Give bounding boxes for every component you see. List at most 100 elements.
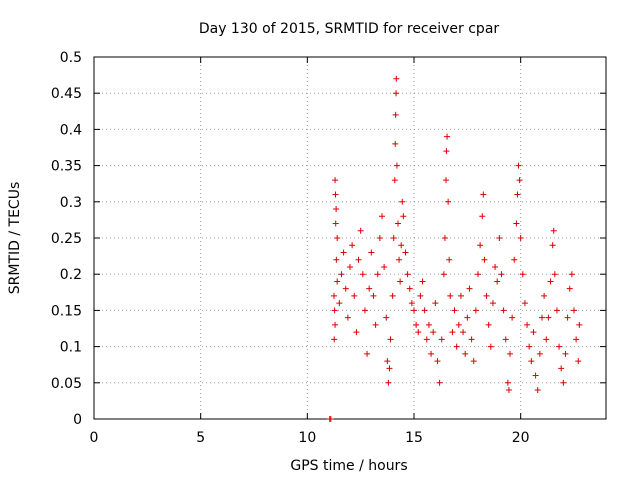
data-point	[359, 271, 366, 278]
data-point	[514, 191, 521, 198]
data-point	[393, 75, 400, 82]
data-point	[379, 213, 385, 220]
data-point	[492, 263, 499, 270]
data-point	[553, 307, 560, 314]
y-tick-label: 0.45	[51, 86, 82, 102]
data-point	[398, 242, 405, 249]
data-point	[423, 336, 430, 343]
data-point	[334, 235, 341, 241]
data-point	[390, 235, 397, 241]
data-point	[568, 271, 575, 278]
data-point	[443, 148, 450, 155]
data-point	[489, 300, 496, 307]
data-point	[468, 336, 475, 343]
data-point	[438, 336, 445, 343]
data-point	[386, 365, 393, 372]
data-point	[562, 350, 569, 357]
data-point	[393, 162, 400, 169]
data-point	[498, 271, 505, 278]
data-point	[513, 220, 520, 227]
data-point	[560, 379, 567, 386]
axis-ticks	[93, 56, 606, 420]
data-point	[477, 242, 484, 249]
data-point	[534, 387, 541, 394]
data-point	[392, 140, 399, 147]
data-point	[411, 307, 417, 314]
data-point	[566, 285, 573, 292]
data-point	[395, 220, 401, 227]
data-point	[443, 177, 449, 184]
data-point	[475, 271, 481, 278]
data-point	[500, 307, 507, 314]
data-point	[502, 336, 509, 343]
data-point	[400, 213, 407, 220]
data-point	[393, 90, 400, 97]
x-axis-label: GPS time / hours	[290, 458, 407, 474]
y-tick-label: 0.25	[51, 231, 82, 247]
data-point	[440, 271, 447, 278]
data-point	[332, 321, 339, 328]
data-point	[517, 235, 524, 241]
data-point	[447, 292, 454, 299]
data-point	[564, 314, 571, 321]
data-point	[332, 220, 339, 227]
y-tick-label: 0.15	[51, 303, 82, 319]
y-tick-label: 0.35	[51, 159, 82, 175]
data-point	[543, 336, 550, 343]
data-point	[381, 263, 388, 270]
data-point	[338, 271, 345, 278]
data-point	[347, 263, 353, 270]
data-point	[351, 292, 358, 299]
data-point	[413, 321, 420, 328]
data-point	[539, 314, 545, 321]
grid-lines	[94, 57, 606, 419]
y-tick-label: 0.2	[60, 267, 82, 283]
data-point	[472, 307, 479, 314]
y-tick-labels: 0 0.05 0.1 0.15 0.2 0.25 0.3 0.35 0.4 0.45 0.5	[51, 50, 82, 428]
data-point	[571, 307, 577, 314]
data-point	[550, 227, 557, 234]
data-point	[364, 350, 371, 357]
data-point	[530, 329, 537, 336]
data-point	[496, 235, 503, 241]
data-point	[521, 300, 528, 307]
data-point	[333, 256, 340, 263]
data-point	[355, 256, 362, 263]
data-point	[573, 336, 580, 343]
data-point	[441, 235, 448, 241]
data-point	[551, 271, 558, 278]
data-point	[384, 358, 391, 365]
data-point	[434, 358, 441, 365]
data-point	[466, 285, 473, 292]
data-point	[436, 379, 443, 386]
x-tick-label: 5	[196, 430, 205, 446]
data-point	[392, 111, 399, 118]
data-point	[415, 329, 422, 336]
data-point	[374, 271, 381, 278]
data-point	[545, 314, 552, 321]
data-point	[333, 206, 340, 213]
data-point	[417, 292, 424, 299]
data-point	[370, 292, 377, 299]
data-point	[483, 292, 490, 299]
data-point	[445, 198, 452, 205]
data-point	[331, 292, 337, 299]
data-points	[326, 75, 583, 422]
data-point	[387, 336, 394, 343]
data-point	[444, 133, 451, 140]
y-tick-label: 0	[73, 412, 82, 428]
data-point	[480, 191, 487, 198]
data-point	[334, 278, 341, 285]
data-point	[368, 249, 375, 256]
data-point	[505, 387, 512, 394]
data-point	[470, 358, 477, 365]
x-tick-label: 0	[90, 430, 99, 446]
data-point	[425, 321, 432, 328]
data-point	[524, 321, 531, 328]
y-tick-label: 0.05	[51, 376, 82, 392]
data-point	[430, 329, 437, 336]
data-point	[485, 321, 492, 328]
data-point	[372, 321, 379, 328]
data-point	[541, 292, 548, 299]
